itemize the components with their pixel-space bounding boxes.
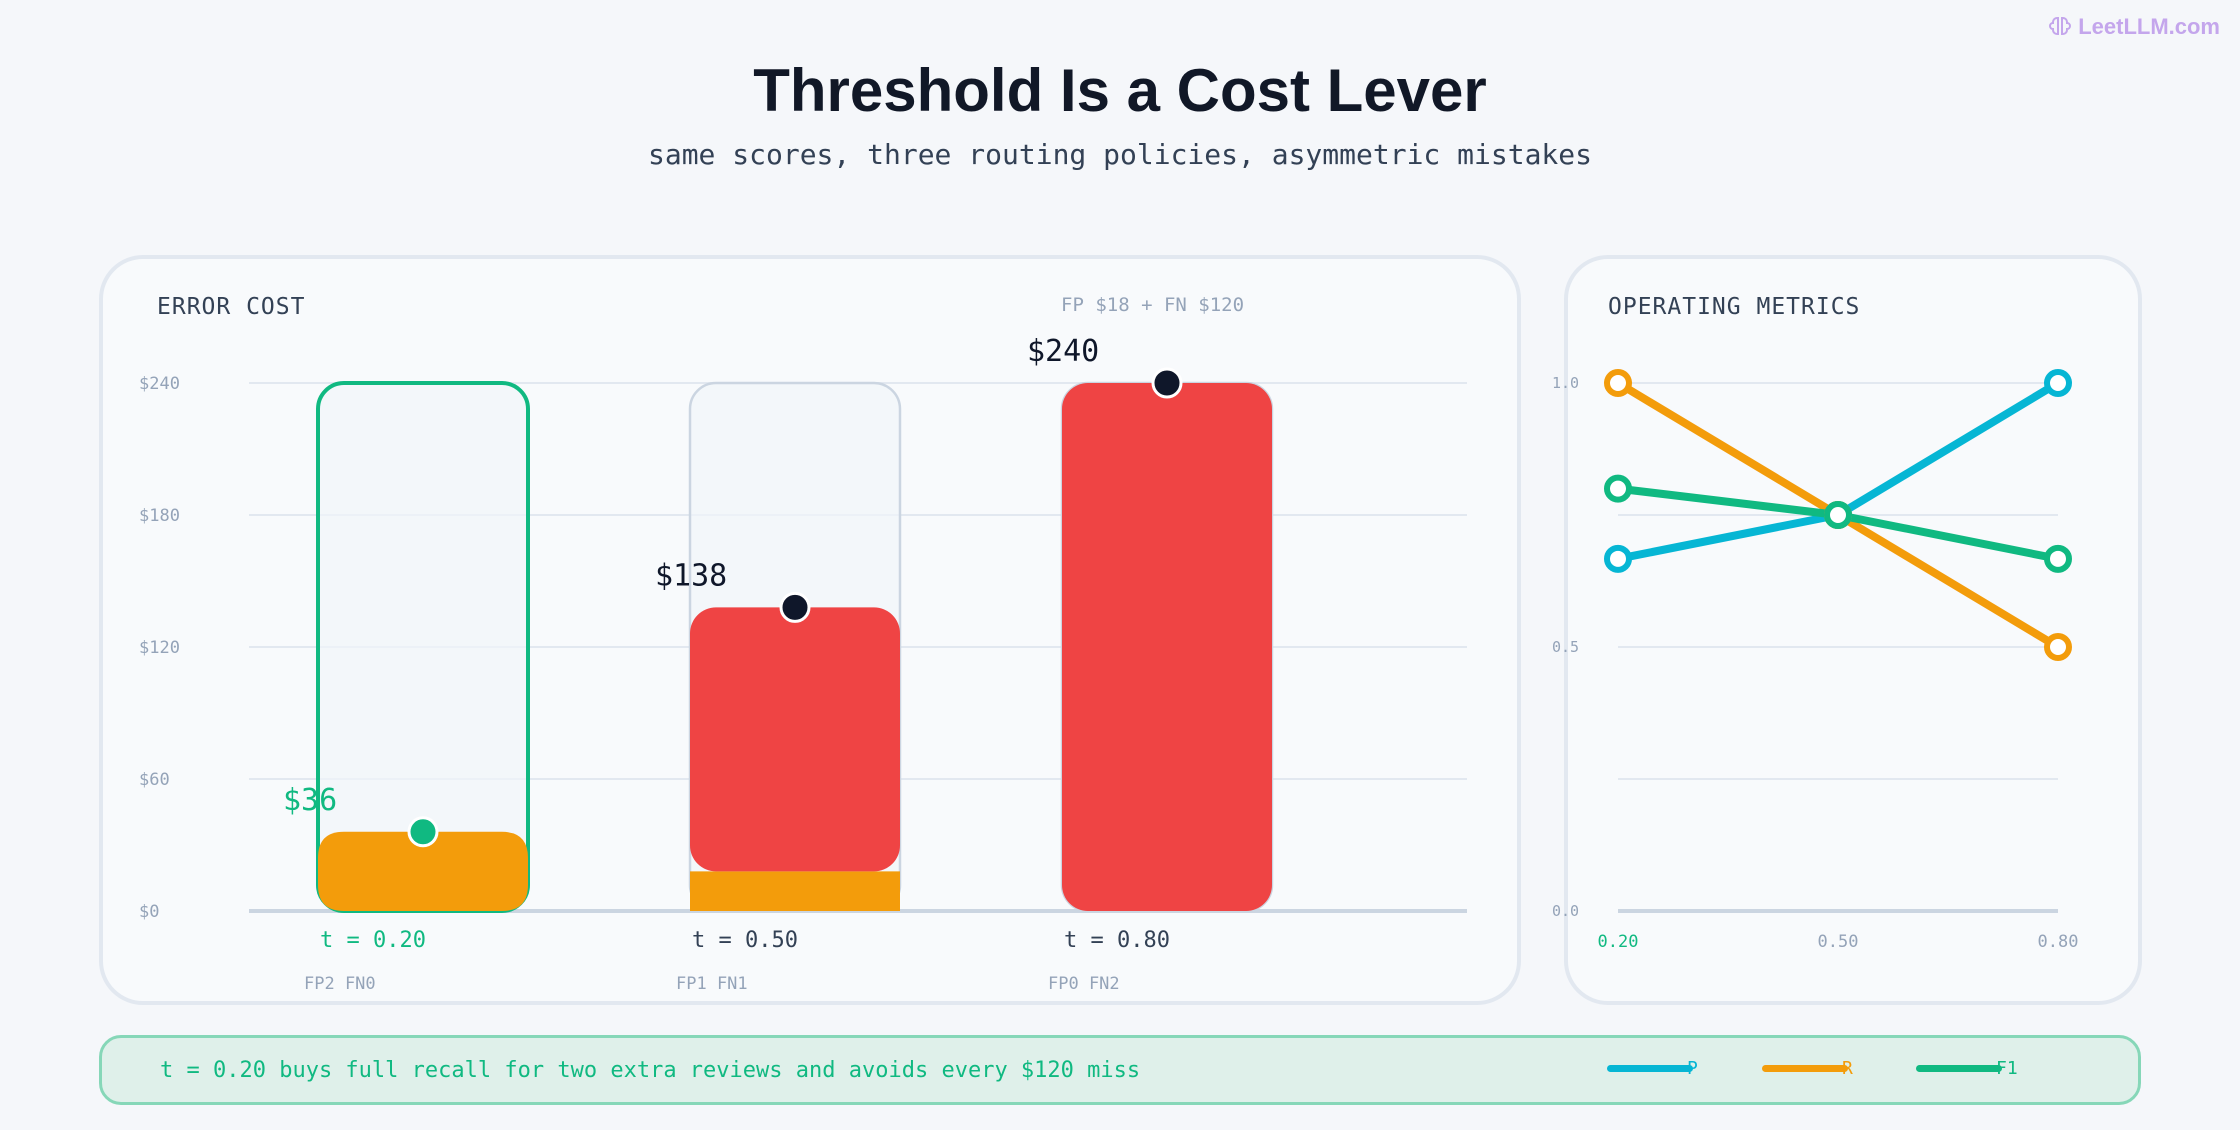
error-cost-panel: ERROR COST FP $18 + FN $120 $0 $60 $120 $18… xyxy=(99,255,1521,1005)
page-subtitle: same scores, three routing policies, asy… xyxy=(647,138,1592,171)
legend-item-f1: F1 xyxy=(1916,1058,2018,1079)
brand-logo[interactable]: LeetLLM.com xyxy=(2048,14,2220,40)
operating-metrics-title: OPERATING METRICS xyxy=(1608,294,1861,320)
bar-total-label: $138 xyxy=(655,558,727,593)
footer-callout: t = 0.20 buys full recall for two extra … xyxy=(99,1035,2141,1105)
bar-total-dot xyxy=(779,591,811,623)
legend-label: P xyxy=(1687,1058,1698,1079)
legend-swatch xyxy=(1916,1065,2002,1072)
series-point-r xyxy=(2044,633,2072,661)
series-point-p xyxy=(2044,369,2072,397)
legend-label: F1 xyxy=(1996,1058,2018,1079)
series-point-f1 xyxy=(2044,544,2072,573)
series-point-r xyxy=(1604,369,1632,397)
y-tick-label: 0.5 xyxy=(1552,638,1579,656)
bar-fp-segment xyxy=(318,831,528,911)
bar-total-dot xyxy=(407,816,439,848)
operating-metrics-panel: OPERATING METRICS 0.0 0.5 1.0 0.20 0.50 0.80 xyxy=(1552,255,2142,1005)
legend-label: R xyxy=(1842,1058,1853,1079)
bar-fp-segment xyxy=(690,871,900,911)
x-category-label: t = 0.20 xyxy=(320,928,426,953)
bar-total-label: $240 xyxy=(1027,334,1099,369)
x-tick-label: 0.50 xyxy=(1818,932,1859,952)
x-tick-label: 0.20 xyxy=(1598,932,1639,952)
y-tick-label: $120 xyxy=(139,638,180,658)
brand-text: LeetLLM.com xyxy=(2078,14,2220,39)
x-category-label: t = 0.80 xyxy=(1064,928,1170,953)
page-title: Threshold Is a Cost Lever xyxy=(753,57,1487,124)
y-tick-label: $0 xyxy=(139,902,159,922)
legend-swatch xyxy=(1607,1065,1693,1072)
series-point-f1 xyxy=(1604,474,1632,503)
x-tick-label: 0.80 xyxy=(2038,932,2079,952)
y-tick-label: $240 xyxy=(139,374,180,394)
error-cost-chart: $0 $60 $120 $180 $240 $36 t = 0.20 FP2 FN0 $138 t… xyxy=(139,334,1467,994)
legend-swatch xyxy=(1762,1065,1848,1072)
legend-item-p: P xyxy=(1607,1058,1698,1079)
bar-fn-segment xyxy=(1062,383,1272,911)
x-category-sublabel: FP0 FN2 xyxy=(1048,974,1120,994)
y-tick-label: 0.0 xyxy=(1552,902,1579,920)
x-category-sublabel: FP2 FN0 xyxy=(304,974,376,994)
series-point-f1 xyxy=(1824,501,1852,529)
error-cost-title: ERROR COST xyxy=(157,294,306,320)
operating-metrics-chart: 0.0 0.5 1.0 0.20 0.50 0.80 xyxy=(1552,369,2079,952)
y-tick-label: 1.0 xyxy=(1552,374,1579,392)
footer-text: t = 0.20 buys full recall for two extra … xyxy=(160,1058,1141,1083)
series-point-p xyxy=(1604,544,1632,573)
x-category-sublabel: FP1 FN1 xyxy=(676,974,748,994)
bar-fn-segment xyxy=(690,607,900,872)
x-category-label: t = 0.50 xyxy=(692,928,798,953)
cost-note: FP $18 + FN $120 xyxy=(1061,294,1245,316)
brain-icon xyxy=(2049,17,2072,35)
bar-total-dot xyxy=(1151,367,1183,399)
series-line-p xyxy=(1614,379,2062,563)
legend-item-r: R xyxy=(1762,1058,1853,1079)
bar-total-label: $36 xyxy=(283,783,337,818)
y-tick-label: $60 xyxy=(139,770,170,790)
y-tick-label: $180 xyxy=(139,506,180,526)
